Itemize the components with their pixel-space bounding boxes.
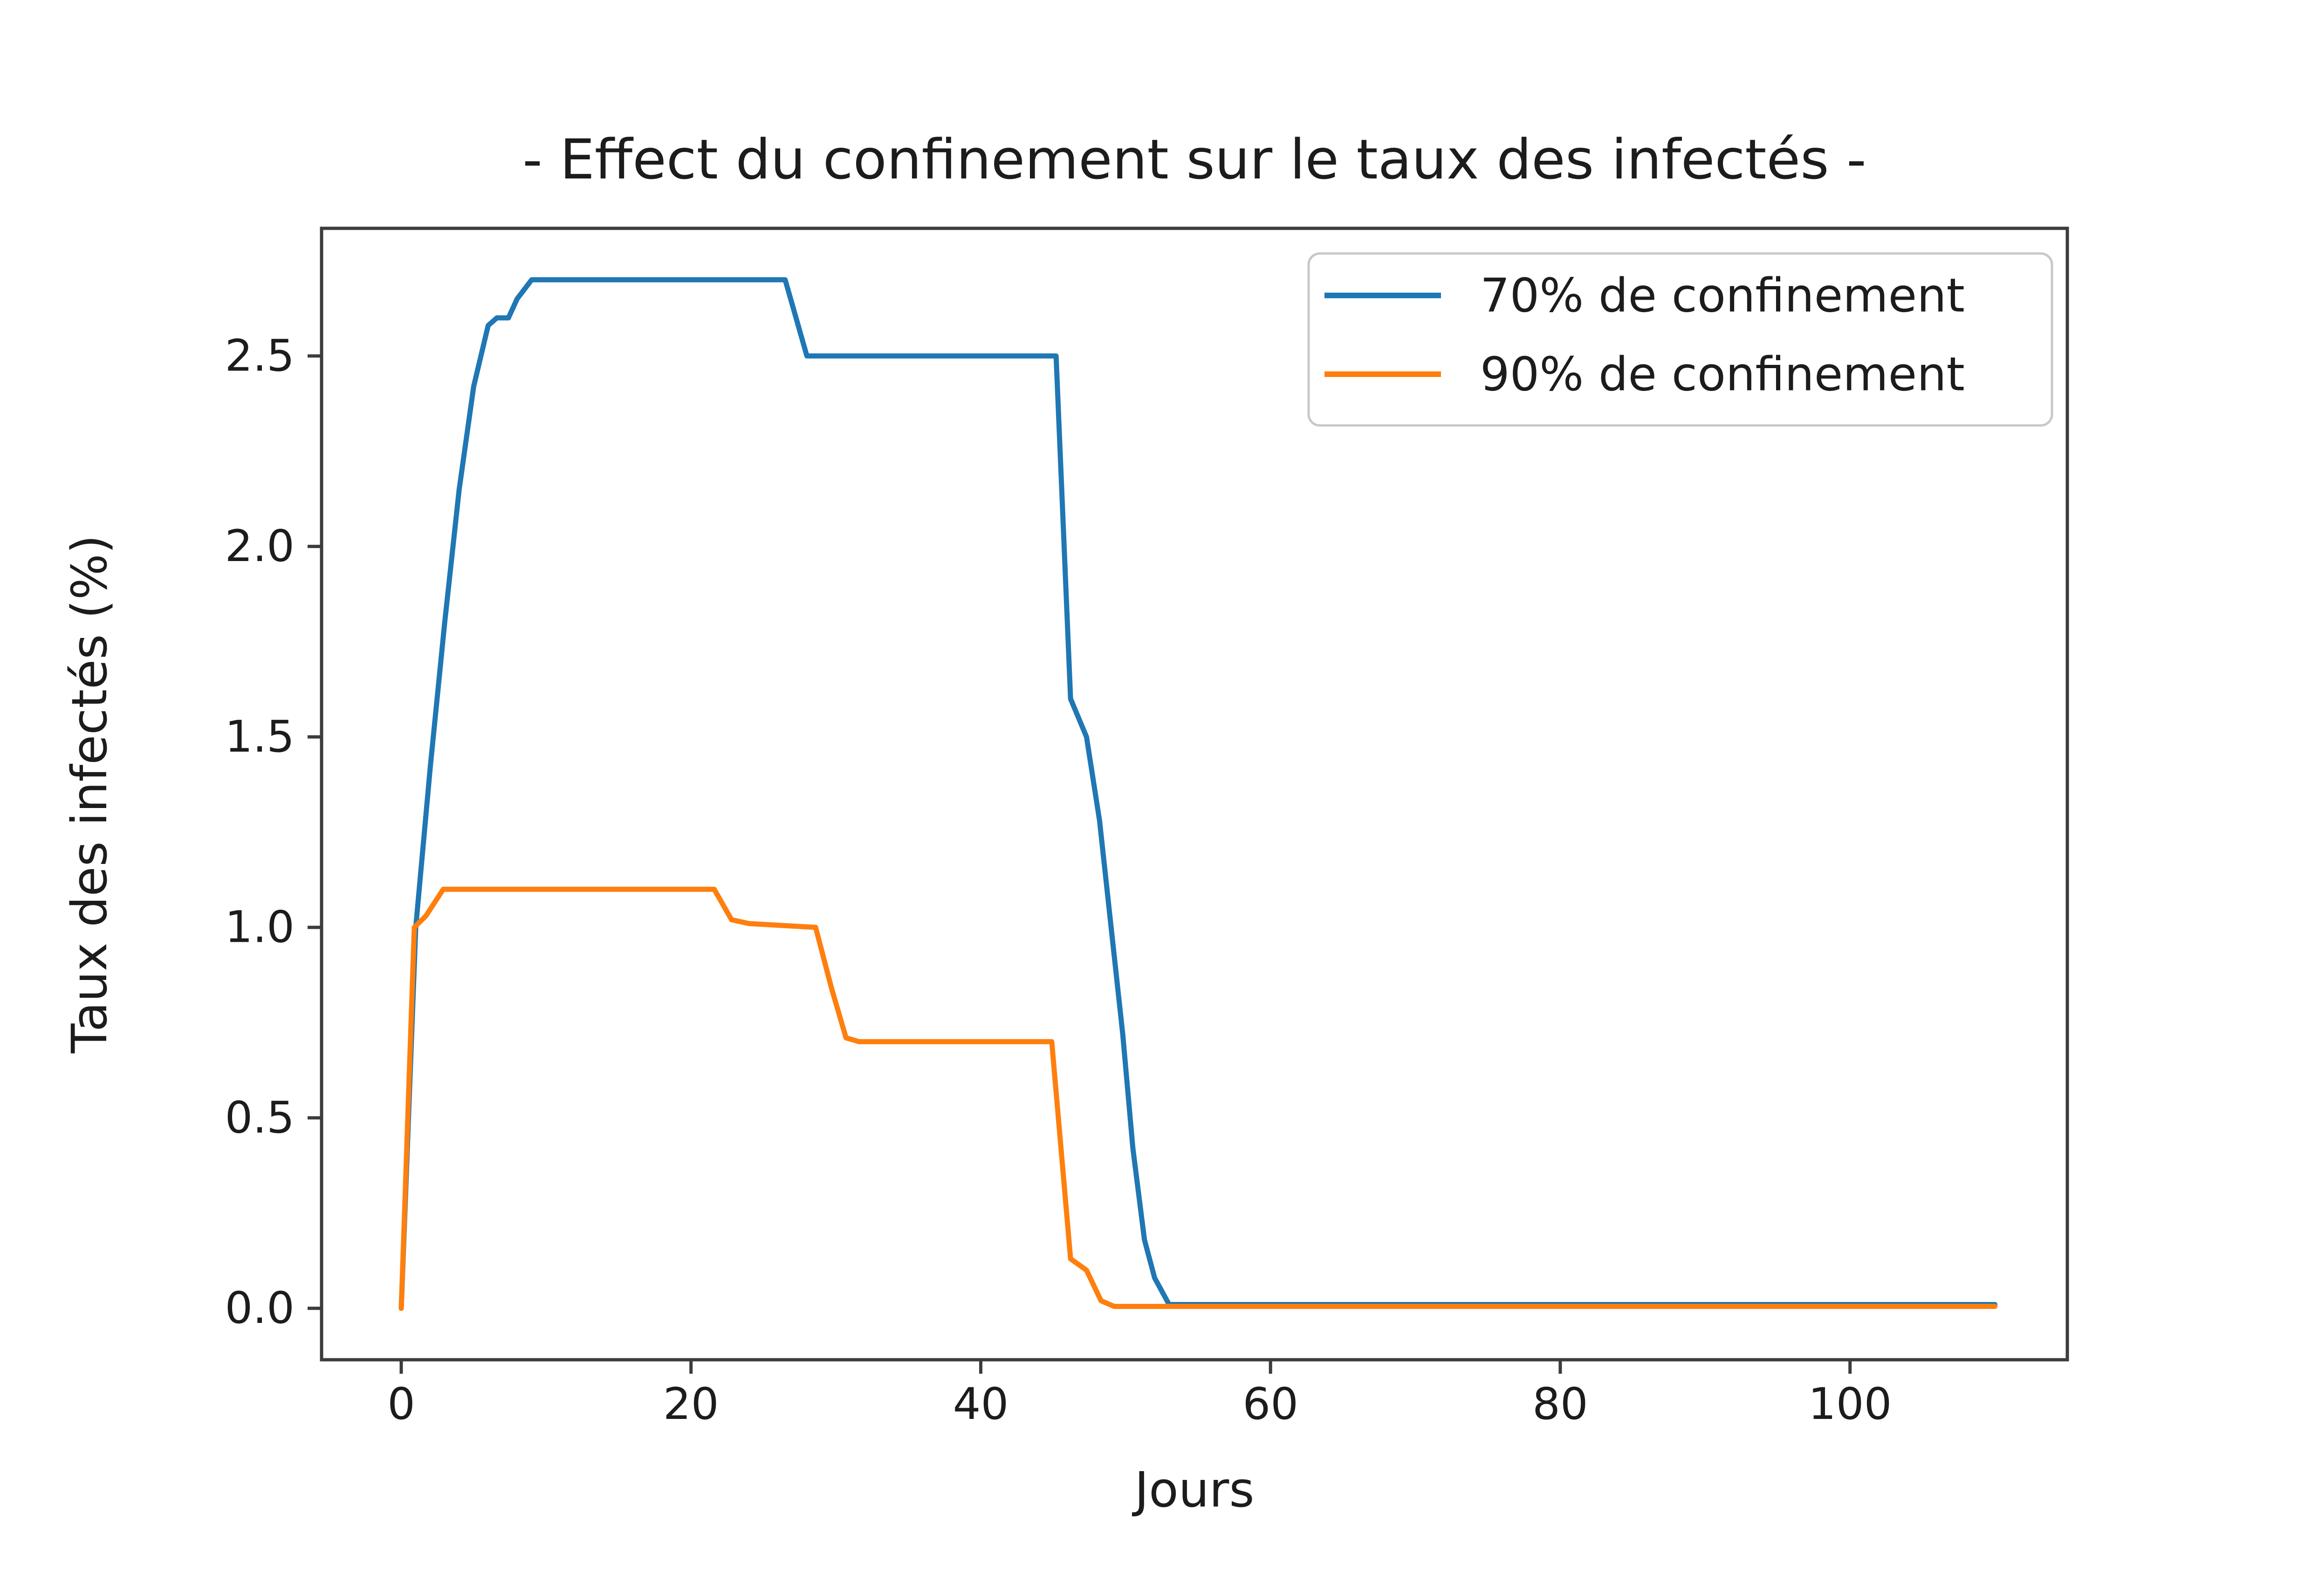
series-line-1: [398, 886, 1998, 1311]
series-line-0: [398, 277, 1998, 1311]
axes-frame: [320, 226, 2069, 1362]
y-tick-label: 1.0: [225, 902, 295, 953]
legend-label-1: 90% de confinement: [1480, 347, 1965, 402]
x-tick-label: 40: [953, 1379, 1009, 1430]
y-tick-label: 2.5: [225, 330, 295, 381]
legend-box: [1307, 252, 2053, 427]
x-axis-label: Jours: [1134, 1461, 1255, 1518]
x-tick-label: 0: [387, 1379, 415, 1430]
x-tick-label: 20: [663, 1379, 719, 1430]
y-tick-label: 0.5: [225, 1092, 295, 1143]
x-tick-label: 60: [1242, 1379, 1298, 1430]
x-tick-label: 100: [1808, 1379, 1892, 1430]
y-tick-label: 2.0: [225, 521, 295, 572]
x-tick-label: 80: [1532, 1379, 1588, 1430]
chart-title: - Effect du confinement sur le taux des …: [522, 127, 1866, 192]
y-tick-label: 1.5: [225, 712, 295, 762]
legend-label-0: 70% de confinement: [1480, 268, 1965, 323]
y-axis-label: Taux des infectés (%): [61, 534, 118, 1054]
y-tick-label: 0.0: [225, 1283, 295, 1334]
